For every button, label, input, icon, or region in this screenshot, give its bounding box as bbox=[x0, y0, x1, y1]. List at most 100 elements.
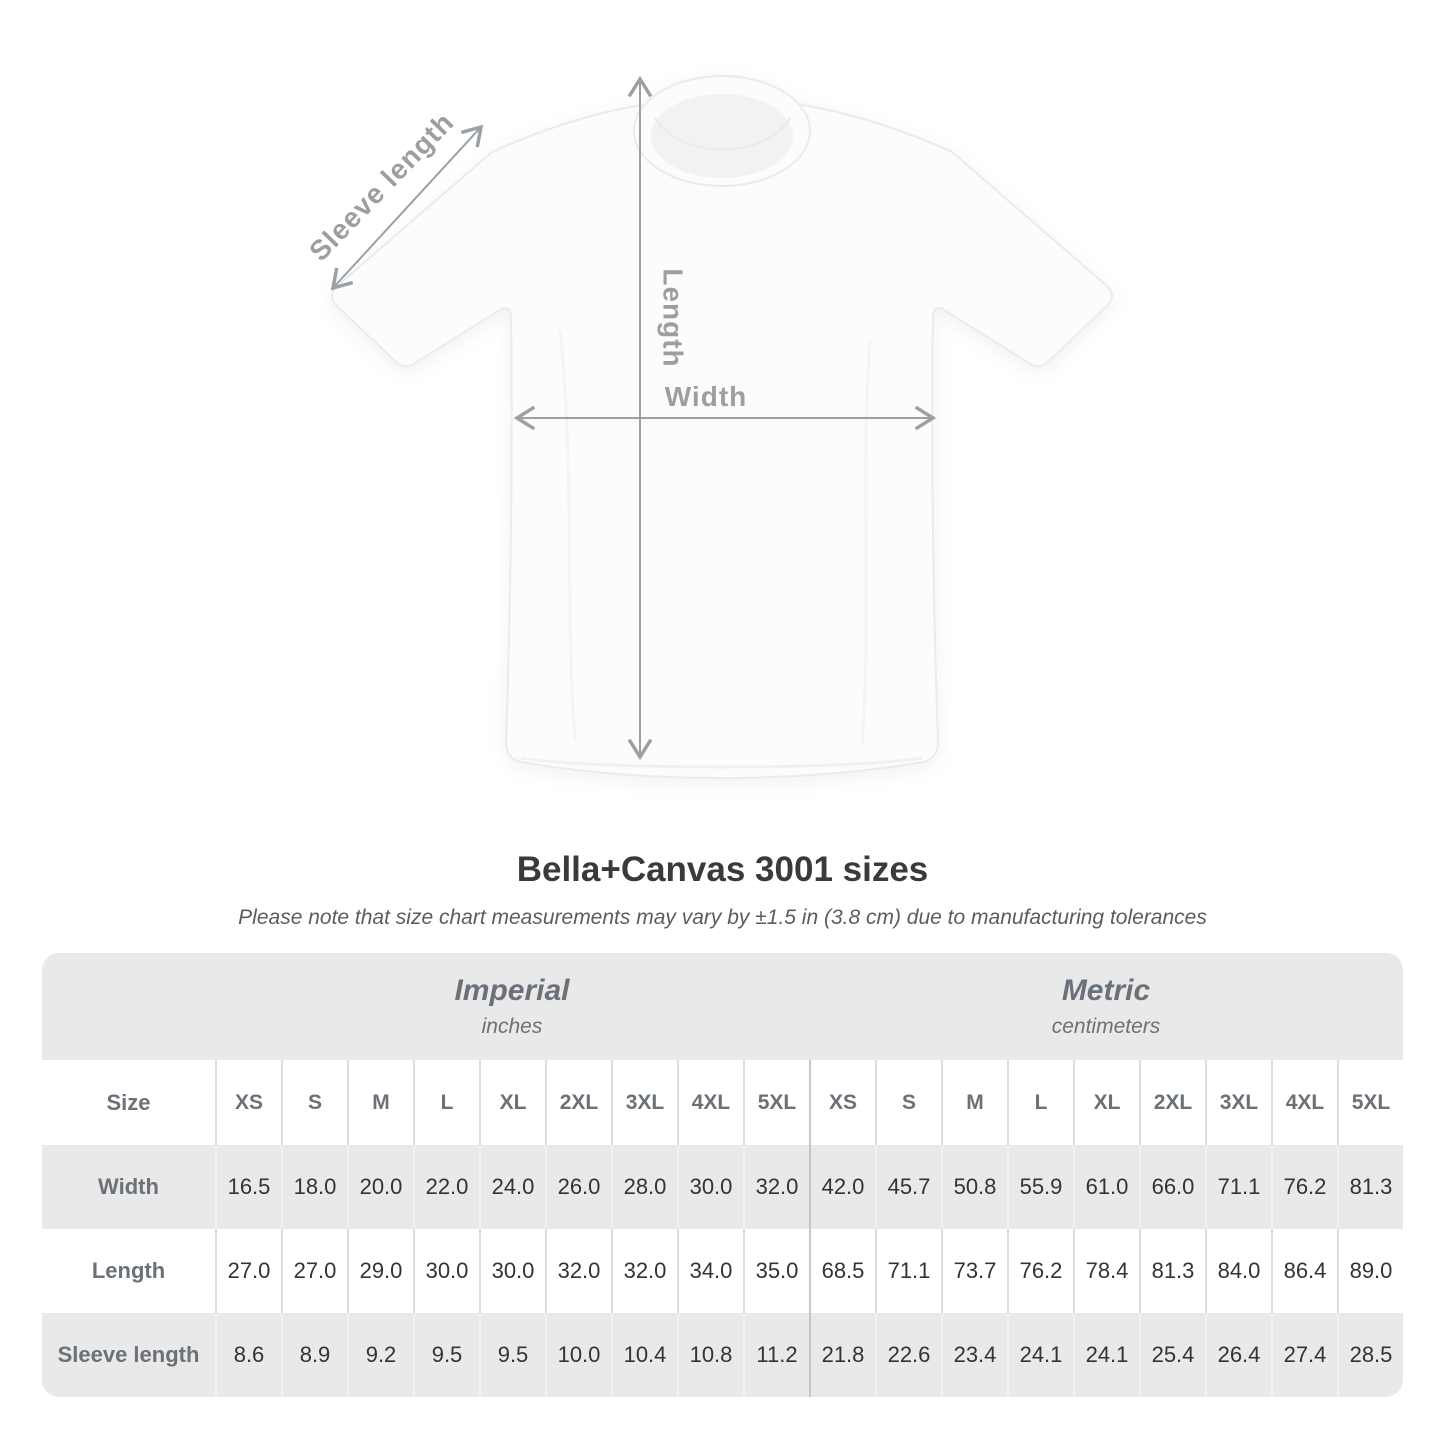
imperial-value-cell: 27.0 bbox=[281, 1229, 347, 1313]
metric-value-cell: 22.6 bbox=[875, 1313, 941, 1397]
metric-value-cell: 50.8 bbox=[941, 1145, 1007, 1229]
imperial-value-cell: 9.2 bbox=[347, 1313, 413, 1397]
width-label: Width bbox=[665, 381, 748, 412]
imperial-value-cell: 34.0 bbox=[677, 1229, 743, 1313]
metric-value-cell: 42.0 bbox=[809, 1145, 875, 1229]
metric-value-cell: 73.7 bbox=[941, 1229, 1007, 1313]
size-header-row: Size XS S M L XL 2XL 3XL 4XL 5XL XS S M L XL 2XL 3XL 4XL… bbox=[42, 1060, 1403, 1145]
size-header-cell: 2XL bbox=[1139, 1060, 1205, 1145]
metric-value-cell: 61.0 bbox=[1073, 1145, 1139, 1229]
metric-value-cell: 66.0 bbox=[1139, 1145, 1205, 1229]
metric-value-cell: 71.1 bbox=[1205, 1145, 1271, 1229]
metric-value-cell: 45.7 bbox=[875, 1145, 941, 1229]
page-title: Bella+Canvas 3001 sizes bbox=[516, 850, 929, 889]
imperial-value-cell: 20.0 bbox=[347, 1145, 413, 1229]
size-header-cell: M bbox=[941, 1060, 1007, 1145]
imperial-value-cell: 32.0 bbox=[545, 1229, 611, 1313]
unit-group-header-row: Imperial inches Metric centimeters bbox=[42, 953, 1403, 1060]
metric-value-cell: 81.3 bbox=[1139, 1229, 1205, 1313]
imperial-group-unit: inches bbox=[481, 1015, 543, 1038]
imperial-value-cell: 10.8 bbox=[677, 1313, 743, 1397]
hem-shadow bbox=[520, 756, 924, 769]
length-label: Length bbox=[658, 268, 689, 367]
metric-value-cell: 27.4 bbox=[1271, 1313, 1337, 1397]
metric-group-header: Metric centimeters bbox=[809, 953, 1403, 1060]
row-label-cell: Length bbox=[91, 1258, 166, 1283]
metric-value-cell: 71.1 bbox=[875, 1229, 941, 1313]
imperial-value-cell: 32.0 bbox=[743, 1145, 809, 1229]
imperial-value-cell: 29.0 bbox=[347, 1229, 413, 1313]
size-header-cell: 2XL bbox=[545, 1060, 611, 1145]
size-header-cell: 5XL bbox=[1337, 1060, 1403, 1145]
metric-value-cell: 78.4 bbox=[1073, 1229, 1139, 1313]
size-table-body: Width 16.5 18.0 20.0 22.0 24.0 26.0 28.0 30.0 32.… bbox=[42, 1145, 1403, 1397]
collar-inner-shadow bbox=[654, 117, 791, 151]
fabric-crease bbox=[860, 339, 872, 746]
size-column-header: Size bbox=[106, 1089, 151, 1115]
imperial-value-cell: 8.9 bbox=[281, 1313, 347, 1397]
group-header-corner bbox=[42, 953, 215, 1060]
tshirt-measurement-diagram: Sleeve length Length Width bbox=[303, 75, 1113, 780]
row-label-cell: Width bbox=[98, 1174, 159, 1199]
metric-value-cell: 68.5 bbox=[809, 1229, 875, 1313]
size-header-cell: XS bbox=[809, 1060, 875, 1145]
imperial-value-cell: 26.0 bbox=[545, 1145, 611, 1229]
tolerance-note: Please note that size chart measurements… bbox=[238, 906, 1207, 929]
metric-value-cell: 28.5 bbox=[1337, 1313, 1403, 1397]
metric-group-unit: centimeters bbox=[1051, 1015, 1161, 1038]
metric-value-cell: 23.4 bbox=[941, 1313, 1007, 1397]
tshirt-graphic bbox=[331, 102, 1113, 780]
imperial-value-cell: 9.5 bbox=[479, 1313, 545, 1397]
metric-value-cell: 55.9 bbox=[1007, 1145, 1073, 1229]
table-row: Length 27.0 27.0 29.0 30.0 30.0 32.0 32.0 34.0 35… bbox=[42, 1229, 1403, 1313]
imperial-value-cell: 16.5 bbox=[215, 1145, 281, 1229]
fabric-crease bbox=[558, 329, 577, 741]
imperial-value-cell: 27.0 bbox=[215, 1229, 281, 1313]
size-header-cell: 3XL bbox=[1205, 1060, 1271, 1145]
imperial-value-cell: 30.0 bbox=[413, 1229, 479, 1313]
metric-value-cell: 89.0 bbox=[1337, 1229, 1403, 1313]
size-header-cell: L bbox=[1007, 1060, 1073, 1145]
metric-value-cell: 21.8 bbox=[809, 1313, 875, 1397]
imperial-value-cell: 9.5 bbox=[413, 1313, 479, 1397]
table-row: Sleeve length 8.6 8.9 9.2 9.5 9.5 10.0 10.4 10.8… bbox=[42, 1313, 1403, 1397]
metric-group-title: Metric bbox=[1061, 974, 1151, 1007]
imperial-group-title: Imperial bbox=[454, 974, 570, 1007]
size-header-cell: M bbox=[347, 1060, 413, 1145]
sleeve-length-arrow bbox=[330, 124, 484, 291]
imperial-value-cell: 30.0 bbox=[479, 1229, 545, 1313]
imperial-value-cell: 32.0 bbox=[611, 1229, 677, 1313]
collar-opening bbox=[651, 94, 793, 178]
size-table: Imperial inches Metric centimeters Size … bbox=[42, 953, 1403, 1397]
imperial-value-cell: 24.0 bbox=[479, 1145, 545, 1229]
size-header-cell: 4XL bbox=[677, 1060, 743, 1145]
imperial-value-cell: 22.0 bbox=[413, 1145, 479, 1229]
metric-value-cell: 25.4 bbox=[1139, 1313, 1205, 1397]
imperial-value-cell: 11.2 bbox=[743, 1313, 809, 1397]
size-header-cell: 5XL bbox=[743, 1060, 809, 1145]
size-header-cell: 3XL bbox=[611, 1060, 677, 1145]
size-header-cell: XL bbox=[479, 1060, 545, 1145]
metric-value-cell: 81.3 bbox=[1337, 1145, 1403, 1229]
metric-value-cell: 26.4 bbox=[1205, 1313, 1271, 1397]
metric-value-cell: 24.1 bbox=[1007, 1313, 1073, 1397]
imperial-value-cell: 28.0 bbox=[611, 1145, 677, 1229]
imperial-value-cell: 10.4 bbox=[611, 1313, 677, 1397]
metric-value-cell: 24.1 bbox=[1073, 1313, 1139, 1397]
size-header-cell: XS bbox=[215, 1060, 281, 1145]
imperial-value-cell: 35.0 bbox=[743, 1229, 809, 1313]
metric-value-cell: 76.2 bbox=[1271, 1145, 1337, 1229]
size-header-cell: XL bbox=[1073, 1060, 1139, 1145]
table-row: Width 16.5 18.0 20.0 22.0 24.0 26.0 28.0 30.0 32.… bbox=[42, 1145, 1403, 1229]
size-header-cell: S bbox=[875, 1060, 941, 1145]
imperial-value-cell: 18.0 bbox=[281, 1145, 347, 1229]
metric-value-cell: 86.4 bbox=[1271, 1229, 1337, 1313]
imperial-value-cell: 30.0 bbox=[677, 1145, 743, 1229]
row-label-cell: Sleeve length bbox=[57, 1342, 200, 1367]
metric-value-cell: 76.2 bbox=[1007, 1229, 1073, 1313]
imperial-group-header: Imperial inches bbox=[215, 953, 809, 1060]
imperial-value-cell: 10.0 bbox=[545, 1313, 611, 1397]
size-header-cell: S bbox=[281, 1060, 347, 1145]
imperial-value-cell: 8.6 bbox=[215, 1313, 281, 1397]
